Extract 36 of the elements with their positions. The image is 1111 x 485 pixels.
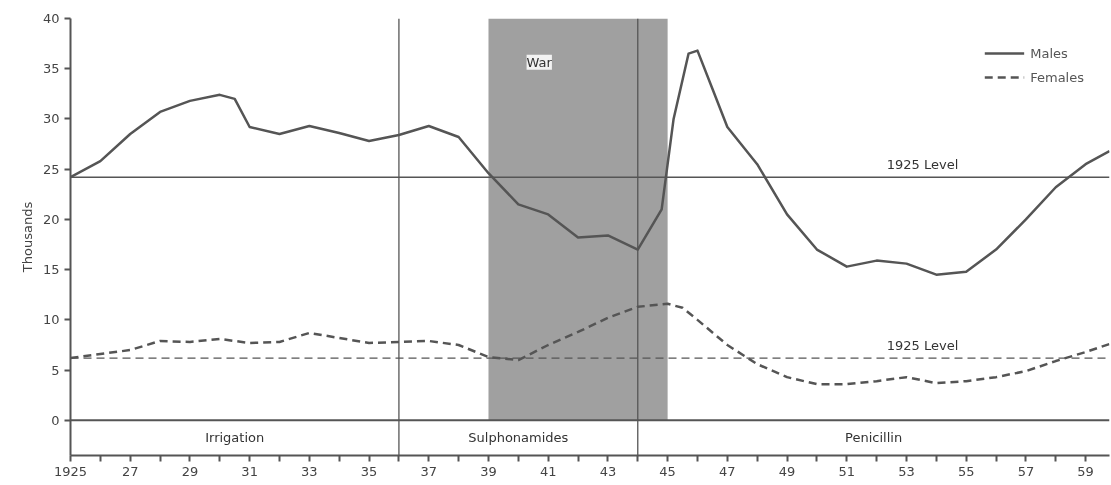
y-tick-label: 35: [42, 61, 60, 77]
y-axis-title: Thousands: [19, 201, 35, 274]
legend-label: Females: [1030, 69, 1084, 85]
y-tick-label: 5: [51, 362, 60, 378]
x-tick-label: 45: [659, 463, 676, 479]
annotation: Irrigation: [205, 430, 265, 446]
x-tick-label: 57: [1017, 463, 1035, 479]
x-tick-label: 59: [1077, 463, 1094, 479]
x-tick-label: 27: [121, 463, 139, 479]
x-tick-label: 29: [181, 463, 199, 479]
x-tick-label: 47: [719, 463, 736, 479]
x-tick-label: 51: [838, 463, 856, 479]
x-tick-label: 53: [898, 463, 915, 479]
x-tick-label: 1925: [53, 463, 88, 479]
y-tick-label: 15: [42, 262, 60, 278]
ref-line-label: 1925 Level: [886, 338, 959, 354]
x-tick-label: 37: [420, 463, 438, 479]
annotation: Penicillin: [845, 430, 903, 446]
legend-label: Males: [1030, 45, 1068, 61]
x-tick-label: 35: [360, 463, 378, 479]
x-tick-label: 31: [241, 463, 258, 479]
x-tick-label: 43: [599, 463, 617, 479]
x-tick-label: 33: [301, 463, 318, 479]
x-tick-label: 49: [778, 463, 796, 479]
y-tick-label: 20: [42, 211, 60, 227]
y-tick-label: 40: [42, 11, 60, 26]
band-label: War: [526, 54, 553, 70]
y-tick-label: 25: [42, 161, 60, 177]
ref-line-label: 1925 Level: [886, 157, 959, 173]
annotation: Sulphonamides: [468, 430, 569, 446]
y-tick-label: 0: [51, 412, 60, 428]
x-tick-label: 55: [957, 463, 975, 479]
y-tick-label: 10: [42, 312, 60, 328]
y-tick-label: 30: [42, 111, 60, 127]
x-tick-label: 39: [480, 463, 497, 479]
x-tick-label: 41: [539, 463, 557, 479]
